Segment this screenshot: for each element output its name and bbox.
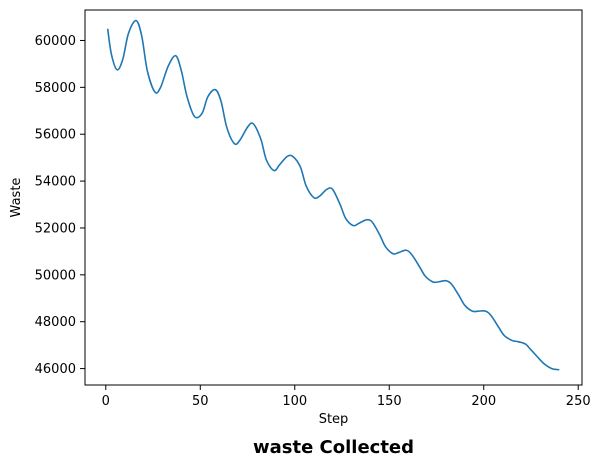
x-axis-label: Step [319,412,349,427]
x-tick-label: 50 [192,394,209,409]
y-axis-label: Waste [9,178,24,218]
y-tick-label: 48000 [35,315,76,330]
chart-title: waste Collected [253,437,414,458]
y-tick-label: 52000 [35,221,76,236]
x-tick-label: 100 [282,394,307,409]
y-tick-label: 50000 [35,268,76,283]
y-tick-label: 60000 [35,34,76,49]
x-tick-label: 200 [471,394,496,409]
x-tick-label: 0 [102,394,110,409]
y-tick-label: 54000 [35,175,76,190]
x-tick-label: 150 [377,394,402,409]
y-tick-label: 58000 [35,81,76,96]
y-tick-label: 46000 [35,362,76,377]
y-tick-label: 56000 [35,128,76,143]
x-tick-label: 250 [566,394,591,409]
